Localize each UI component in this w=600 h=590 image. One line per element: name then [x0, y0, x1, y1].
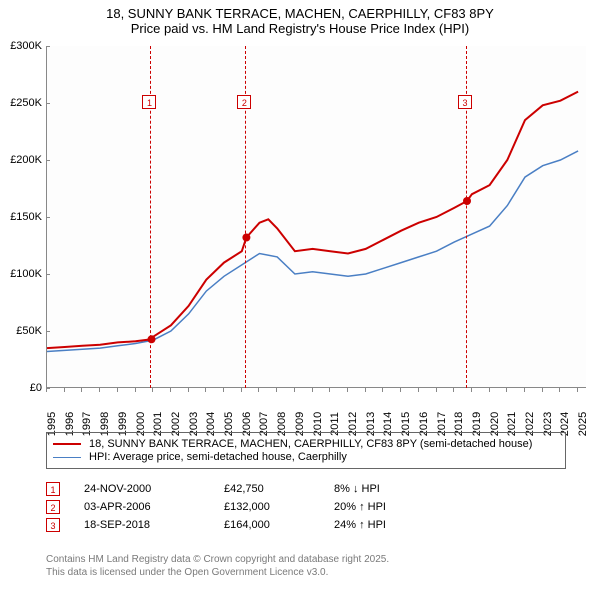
series-hpi — [47, 151, 578, 352]
legend-swatch — [53, 457, 81, 458]
y-tick-label: £50K — [16, 325, 42, 337]
sale-marker-3: 3 — [458, 95, 472, 109]
legend-item: HPI: Average price, semi-detached house,… — [53, 451, 559, 463]
sales-date: 24-NOV-2000 — [84, 483, 224, 495]
sales-price: £42,750 — [224, 483, 334, 495]
series-price_paid — [47, 92, 578, 349]
attribution-line-1: Contains HM Land Registry data © Crown c… — [46, 554, 389, 567]
sales-date: 18-SEP-2018 — [84, 519, 224, 531]
y-tick-label: £100K — [10, 268, 42, 280]
chart-svg — [47, 46, 587, 388]
sales-diff: 24% ↑ HPI — [334, 519, 566, 531]
sales-marker: 1 — [46, 482, 60, 496]
y-tick-label: £300K — [10, 40, 42, 52]
sale-dot-3 — [463, 197, 471, 205]
sale-marker-2: 2 — [237, 95, 251, 109]
sale-marker-1: 1 — [142, 95, 156, 109]
y-tick-label: £150K — [10, 211, 42, 223]
plot-area — [46, 46, 586, 388]
sale-dot-1 — [148, 335, 156, 343]
y-tick-label: £250K — [10, 97, 42, 109]
sales-price: £132,000 — [224, 501, 334, 513]
legend-swatch — [53, 443, 81, 445]
chart-container: 18, SUNNY BANK TERRACE, MACHEN, CAERPHIL… — [0, 0, 600, 590]
sales-row: 2 03-APR-2006£132,00020% ↑ HPI — [46, 500, 566, 514]
legend-label: 18, SUNNY BANK TERRACE, MACHEN, CAERPHIL… — [89, 438, 532, 450]
sales-row: 1 24-NOV-2000£42,7508% ↓ HPI — [46, 482, 566, 496]
chart-title: 18, SUNNY BANK TERRACE, MACHEN, CAERPHIL… — [0, 0, 600, 38]
sales-marker: 3 — [46, 518, 60, 532]
sales-date: 03-APR-2006 — [84, 501, 224, 513]
y-tick-label: £200K — [10, 154, 42, 166]
legend: 18, SUNNY BANK TERRACE, MACHEN, CAERPHIL… — [46, 432, 566, 469]
sales-diff: 8% ↓ HPI — [334, 483, 566, 495]
x-tick-label: 2025 — [577, 412, 589, 436]
title-line-1: 18, SUNNY BANK TERRACE, MACHEN, CAERPHIL… — [10, 6, 590, 21]
attribution-line-2: This data is licensed under the Open Gov… — [46, 567, 389, 580]
legend-item: 18, SUNNY BANK TERRACE, MACHEN, CAERPHIL… — [53, 438, 559, 450]
sales-price: £164,000 — [224, 519, 334, 531]
sales-row: 3 18-SEP-2018£164,00024% ↑ HPI — [46, 518, 566, 532]
sales-diff: 20% ↑ HPI — [334, 501, 566, 513]
sales-marker: 2 — [46, 500, 60, 514]
title-line-2: Price paid vs. HM Land Registry's House … — [10, 21, 590, 36]
sales-table: 1 24-NOV-2000£42,7508% ↓ HPI 2 03-APR-2006£… — [46, 478, 566, 536]
attribution: Contains HM Land Registry data © Crown c… — [46, 554, 389, 579]
y-tick-label: £0 — [30, 382, 42, 394]
sale-dot-2 — [242, 234, 250, 242]
legend-label: HPI: Average price, semi-detached house,… — [89, 451, 347, 463]
